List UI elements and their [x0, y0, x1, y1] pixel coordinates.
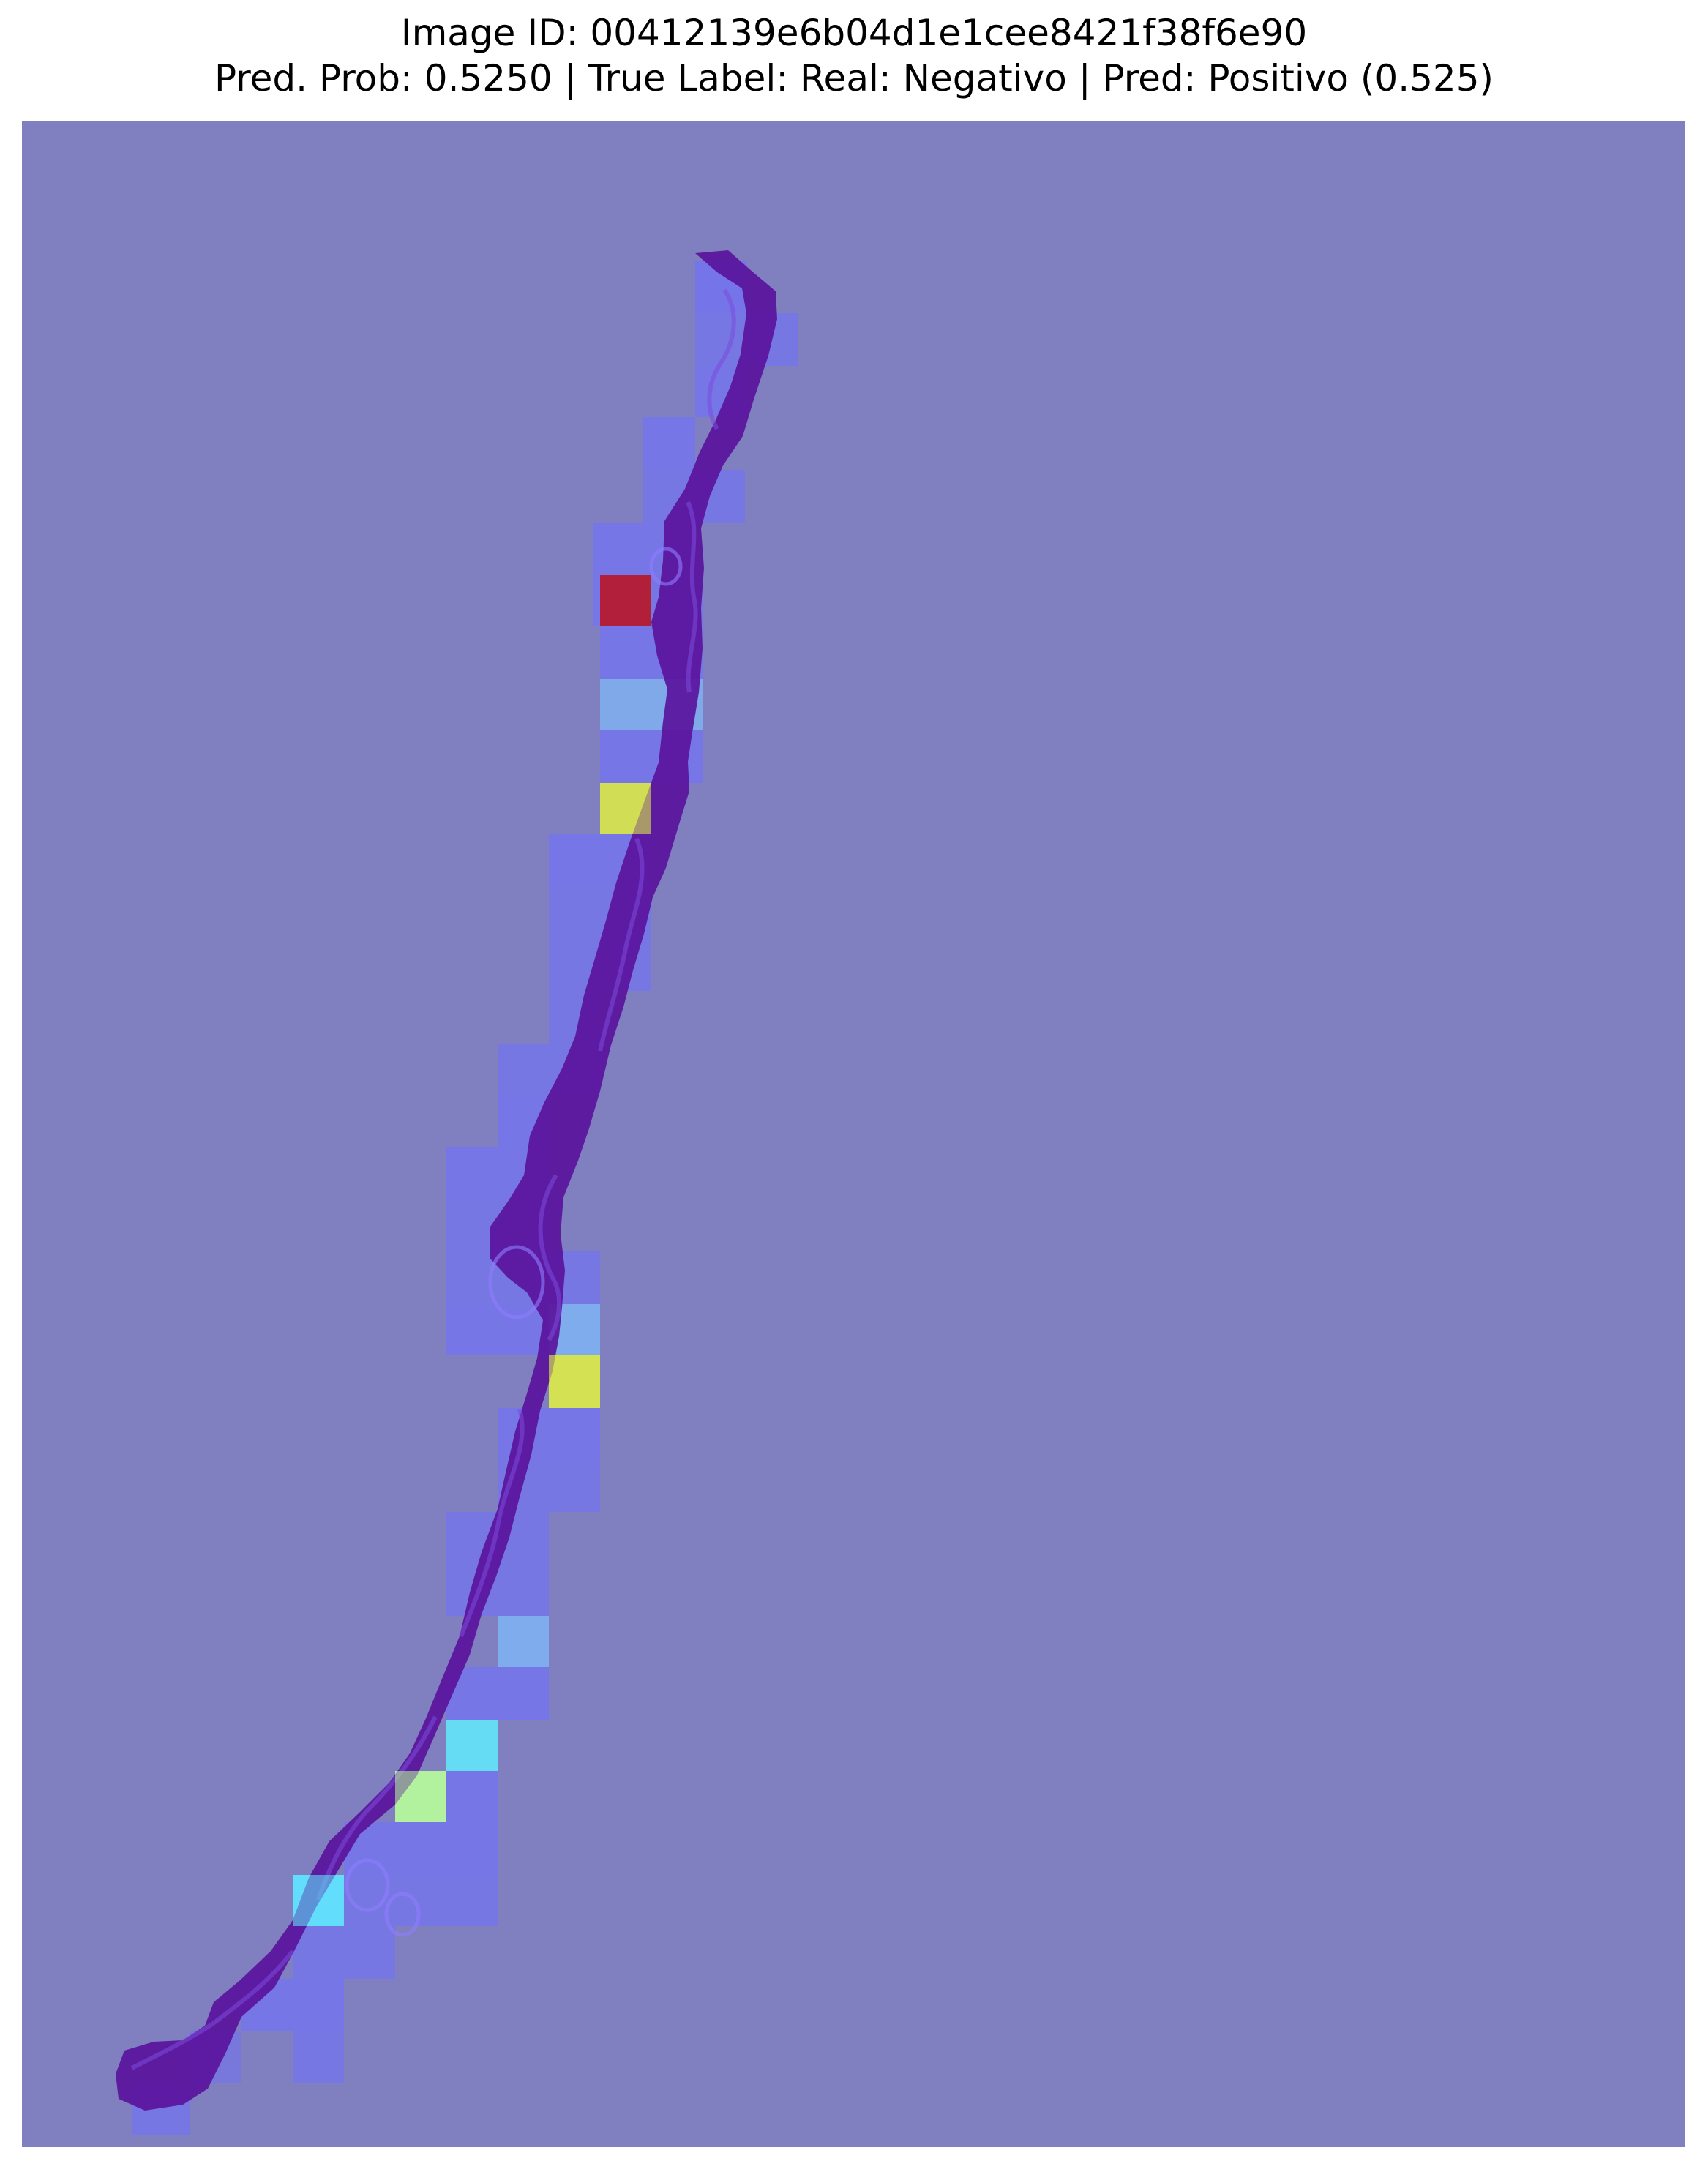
heatmap-hotspot	[549, 1355, 600, 1408]
prediction-title: Pred. Prob: 0.5250 | True Label: Real: N…	[0, 56, 1708, 101]
figure-title: Image ID: 00412139e6b04d1e1cee8421f38f6e…	[0, 10, 1708, 101]
heatmap-hotspot	[395, 1771, 446, 1822]
heatmap-hotspot	[446, 1720, 498, 1771]
heatmap-tile	[344, 1822, 498, 1875]
heatmap-tile	[498, 1616, 549, 1667]
heatmap-tile	[293, 2031, 344, 2083]
heatmap-tile	[395, 1875, 498, 1926]
heatmap-tile	[643, 417, 695, 470]
heatmap-tile	[446, 1771, 498, 1822]
heatmap-tile	[446, 1667, 549, 1720]
heatmap-tile	[293, 1926, 395, 1979]
heatmap-hotspot	[600, 783, 651, 834]
heatmap-background	[22, 121, 1685, 2147]
heatmap-hotspot	[293, 1875, 344, 1926]
image-id-title: Image ID: 00412139e6b04d1e1cee8421f38f6e…	[0, 10, 1708, 56]
heatmap-hotspot	[600, 575, 651, 626]
heatmap-svg	[22, 121, 1685, 2147]
heatmap-overlay-image	[22, 121, 1685, 2147]
